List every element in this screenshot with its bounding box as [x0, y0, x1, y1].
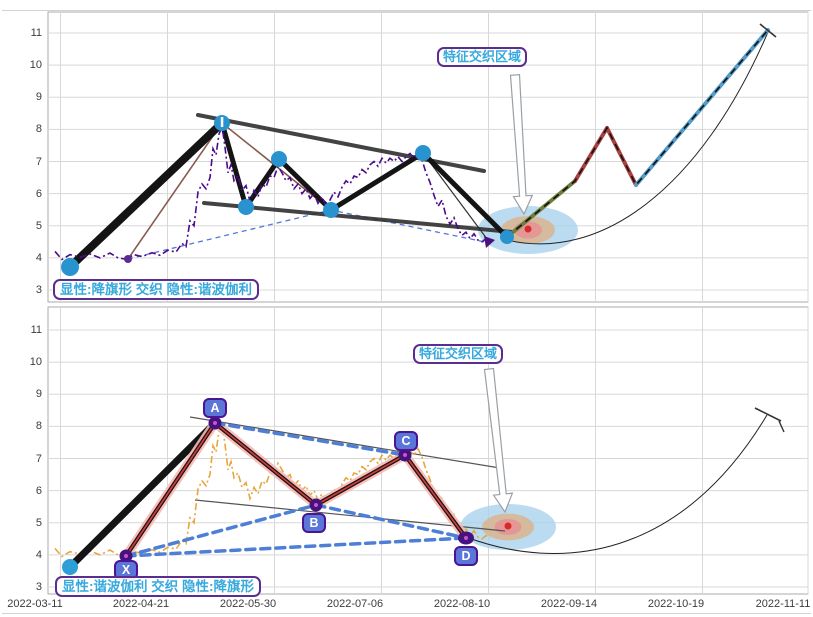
figure-bottom-border	[2, 613, 811, 614]
point-label-D: D	[454, 546, 478, 566]
harmonic-aux-dashed	[124, 503, 318, 558]
zigzag-dot-2	[238, 199, 254, 215]
hidden-x-dot	[124, 255, 132, 263]
y-tick-label: 9	[35, 91, 42, 104]
pattern-label-top: 显性:降旗形 交织 隐性:谐波伽利	[53, 279, 259, 300]
curve-end-cap-tick	[778, 420, 785, 433]
y-tick-label: 8	[35, 123, 42, 136]
y-tick-label: 8	[35, 420, 42, 433]
price-end-marker	[484, 236, 495, 248]
heat-blob-bottom-center-dot	[504, 522, 512, 530]
flag-lower-trendline	[202, 201, 514, 234]
zigzag-dot-0	[61, 258, 79, 276]
annotation-arrow-top	[509, 74, 534, 216]
x-tick-label: 2022-03-11	[7, 598, 63, 610]
y-tick-label: 5	[35, 516, 42, 529]
projection-curve-bottom	[465, 414, 768, 554]
flag-pole-bottom	[66, 419, 219, 571]
zigzag-dot-3	[271, 151, 287, 167]
harmonic-aux-dashed	[314, 503, 468, 540]
x-tick-label: 2022-09-14	[540, 598, 598, 610]
y-tick-label: 3	[35, 284, 42, 296]
x-tick-label: 2022-11-11	[755, 598, 811, 610]
y-tick-label: 11	[30, 27, 42, 39]
x-tick-label: 2022-05-30	[219, 598, 277, 610]
y-tick-label: 10	[29, 356, 42, 369]
y-tick-label: 10	[29, 59, 42, 72]
interweave-zone-label-top: 特征交织区域	[437, 47, 528, 67]
zigzag-dot-5	[415, 145, 431, 161]
hidden-gartley-line	[127, 122, 223, 260]
pattern-label-bottom: 显性:谐波伽利 交织 隐性:降旗形	[55, 576, 261, 597]
x-tick-label: 2022-04-21	[112, 598, 170, 610]
harmonic-node-center	[314, 503, 318, 507]
forecast-dashes	[506, 29, 769, 238]
y-tick-label: 7	[35, 155, 42, 168]
y-tick-label: 4	[35, 251, 42, 264]
harmonic-node-center	[213, 421, 217, 425]
harmonic-node-center	[124, 554, 128, 558]
start-dot	[62, 559, 78, 575]
y-tick-label: 11	[30, 324, 42, 336]
point-label-C: C	[394, 431, 418, 451]
x-tick-label: 2022-10-19	[647, 598, 705, 610]
x-tick-label: 2022-07-06	[326, 598, 384, 610]
interweave-zone-label-bottom: 特征交织区域	[413, 344, 504, 364]
y-tick-label: 7	[35, 452, 42, 465]
y-tick-label: 6	[35, 484, 42, 497]
harmonic-aux-dashed	[213, 421, 407, 457]
heat-blob-top-center-dot	[524, 225, 532, 233]
price-line-top	[54, 125, 491, 261]
y-tick-label: 5	[35, 219, 42, 232]
zigzag-dot-6	[500, 230, 514, 244]
point-label-B: B	[302, 513, 326, 533]
flag-zigzag	[219, 122, 509, 239]
harmonic-node-center	[403, 453, 407, 457]
flag-pole-top	[66, 119, 226, 271]
y-tick-label: 3	[35, 581, 42, 593]
projection-curve-top	[506, 31, 769, 245]
harmonic-aux-dashed	[124, 536, 468, 558]
curve-end-cap	[754, 407, 782, 422]
y-tick-label: 6	[35, 187, 42, 200]
figure-top-border	[2, 10, 811, 11]
flag-upper-trendline	[196, 113, 486, 173]
annotation-arrow-bottom	[483, 367, 514, 514]
y-tick-label: 4	[35, 548, 42, 561]
y-tick-label: 9	[35, 388, 42, 401]
hidden-flag-trendline	[189, 416, 501, 469]
x-tick-label: 2022-08-10	[433, 598, 491, 610]
peak-dot-tick	[220, 117, 224, 127]
zigzag-dot-4	[323, 202, 339, 218]
harmonic-node-center	[464, 536, 468, 540]
point-label-A: A	[203, 398, 227, 418]
forecast-end-cap	[759, 23, 777, 38]
